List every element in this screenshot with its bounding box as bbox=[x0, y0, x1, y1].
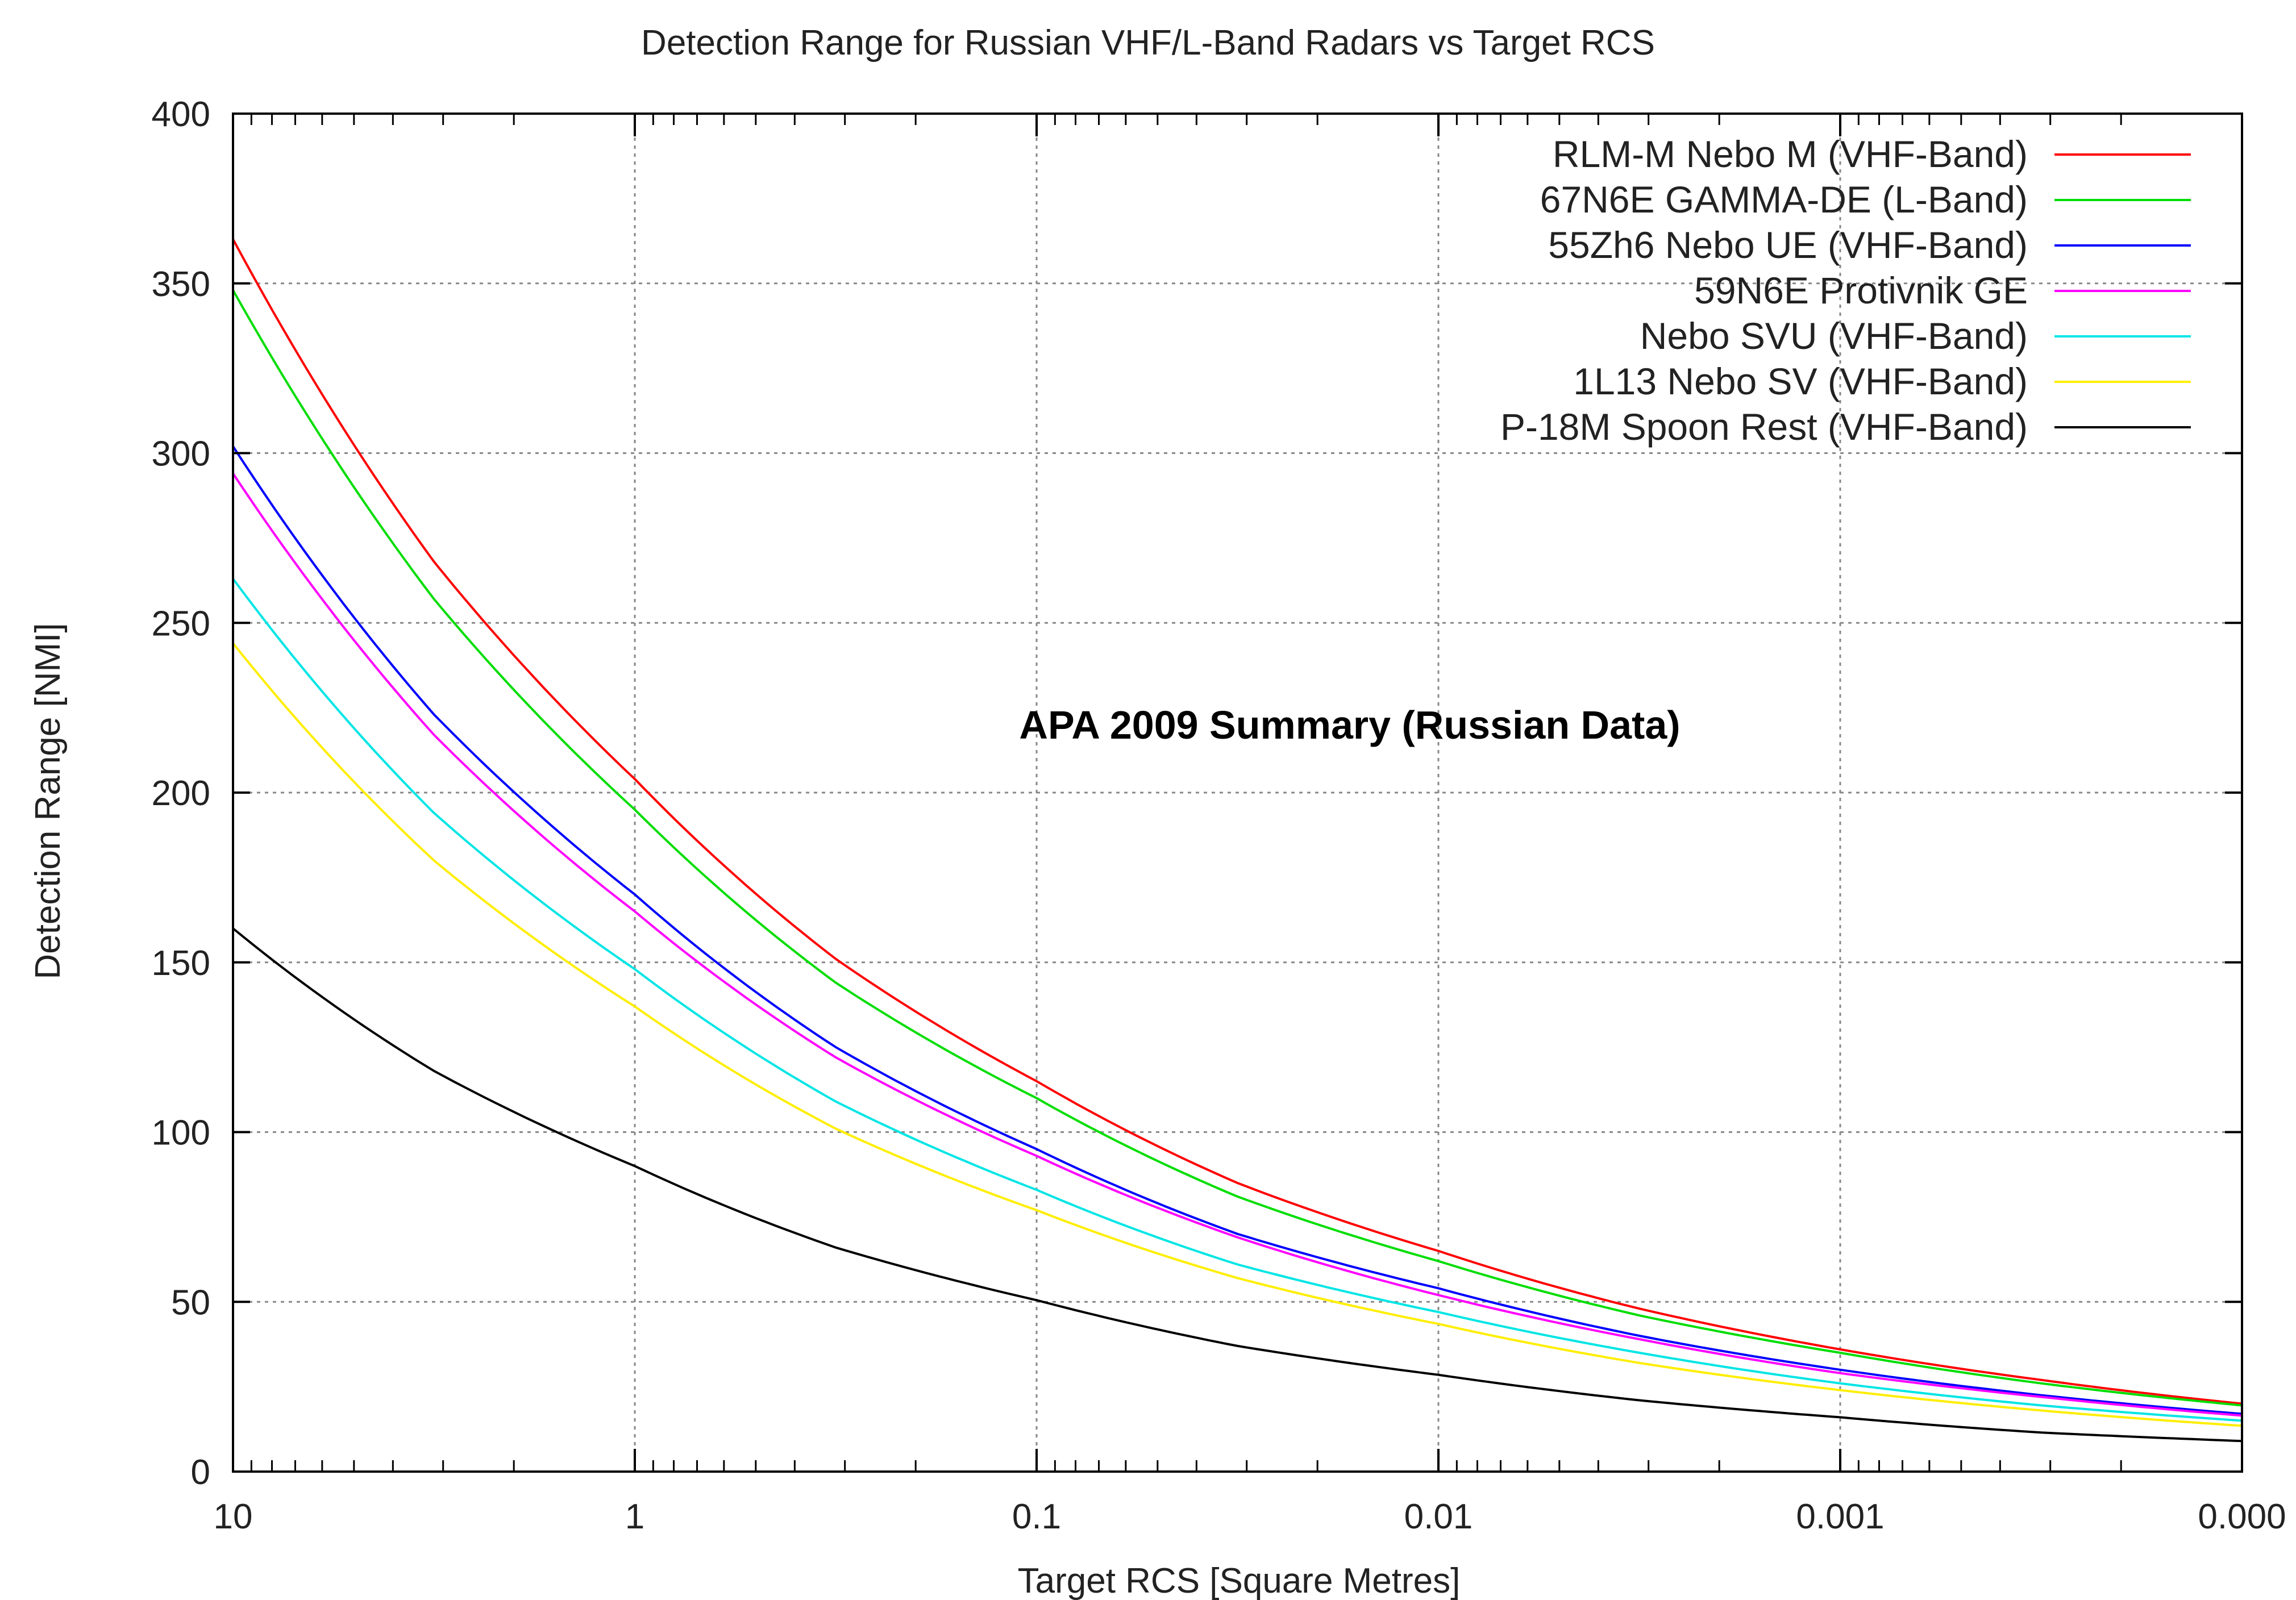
legend-label: P-18M Spoon Rest (VHF-Band) bbox=[1500, 406, 2028, 448]
series-line bbox=[232, 642, 2243, 1427]
series-line bbox=[232, 445, 2243, 1415]
legend-label: 59N6E Protivnik GE bbox=[1694, 269, 2028, 311]
series-line bbox=[232, 473, 2243, 1417]
y-axis-label: Detection Range [NMI] bbox=[28, 623, 68, 979]
x-tick-label: 10 bbox=[214, 1497, 253, 1536]
x-tick-label: 0.000 bbox=[2198, 1497, 2286, 1536]
y-tick-label: 300 bbox=[152, 435, 210, 474]
y-tick-label: 100 bbox=[152, 1114, 210, 1153]
y-tick-label: 350 bbox=[152, 265, 210, 304]
x-tick-label: 0.1 bbox=[1012, 1497, 1061, 1536]
y-tick-label: 250 bbox=[152, 604, 210, 643]
chart-title: Detection Range for Russian VHF/L-Band R… bbox=[641, 23, 1655, 63]
series-line bbox=[232, 239, 2243, 1405]
y-tick-label: 200 bbox=[152, 774, 210, 813]
x-tick-label: 0.01 bbox=[1404, 1497, 1473, 1536]
x-axis-label: Target RCS [Square Metres] bbox=[1018, 1561, 1461, 1600]
chart-annotation: APA 2009 Summary (Russian Data) bbox=[1019, 703, 1680, 747]
legend-label: 55Zh6 Nebo UE (VHF-Band) bbox=[1548, 224, 2028, 266]
x-tick-label: 1 bbox=[625, 1497, 644, 1536]
legend-label: Nebo SVU (VHF-Band) bbox=[1640, 315, 2028, 357]
legend-label: RLM-M Nebo M (VHF-Band) bbox=[1553, 133, 2028, 175]
x-tick-label: 0.001 bbox=[1796, 1497, 1884, 1536]
legend: RLM-M Nebo M (VHF-Band)67N6E GAMMA-DE (L… bbox=[1500, 133, 2191, 448]
y-tick-label: 400 bbox=[152, 95, 210, 134]
series-line bbox=[232, 578, 2243, 1422]
y-tick-label: 0 bbox=[191, 1453, 210, 1492]
series-line bbox=[232, 927, 2243, 1443]
legend-label: 1L13 Nebo SV (VHF-Band) bbox=[1573, 360, 2028, 402]
legend-label: 67N6E GAMMA-DE (L-Band) bbox=[1540, 178, 2028, 220]
y-tick-label: 150 bbox=[152, 944, 210, 983]
tick-layer: 0 50 100 150 200 250 300 350 400 10 1 0.1 0.01 0.001 0… bbox=[152, 95, 2286, 1536]
y-tick-label: 50 bbox=[171, 1283, 210, 1322]
series-layer bbox=[232, 239, 2243, 1443]
series-line bbox=[232, 289, 2243, 1407]
